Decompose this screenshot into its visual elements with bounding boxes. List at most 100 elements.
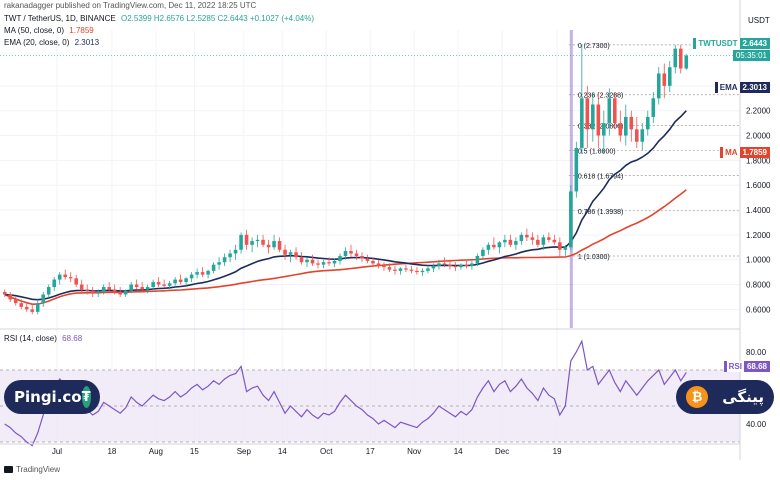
candle: [24, 301, 29, 312]
candle-body: [481, 249, 485, 256]
symbol-line: TWT / TetherUS, 1D, BINANCE: [4, 14, 116, 23]
pingi-watermark-left: Pingi.co ₮: [4, 380, 100, 414]
candle: [239, 232, 243, 254]
candle-body: [354, 253, 359, 256]
rsi-legend[interactable]: RSI (14, close) 68.68: [4, 334, 82, 343]
price-tick-label: 1.4000: [746, 206, 771, 215]
candle: [316, 259, 320, 269]
rsi-tick-label: 80.00: [746, 348, 767, 357]
time-tick-label: Sep: [237, 447, 252, 456]
tradingview-brand[interactable]: TradingView: [4, 465, 60, 474]
candle-body: [563, 247, 568, 250]
candle: [167, 280, 172, 290]
symbol-ohlc-line: TWT / TetherUS, 1D, BINANCE O2.5399 H2.6…: [4, 14, 314, 23]
candle: [574, 141, 579, 198]
rsi-tag: RSI 68.68: [723, 361, 770, 372]
candle-body: [261, 239, 265, 245]
candle: [57, 272, 62, 285]
fib-level-label: 0 (2.7300): [578, 43, 610, 50]
time-tick-label: Jul: [52, 447, 62, 456]
candle: [30, 304, 35, 315]
candle-body: [349, 251, 353, 254]
candle-body: [453, 265, 458, 268]
price-tick-label: 2.2000: [746, 107, 771, 116]
candle-body: [503, 239, 507, 243]
candle: [35, 299, 40, 315]
ma-legend[interactable]: MA (50, close, 0) 1.7859: [4, 26, 94, 35]
ema-legend[interactable]: EMA (20, close, 0) 2.3013: [4, 38, 99, 47]
candle-body: [656, 73, 661, 99]
candle: [184, 277, 188, 286]
candle: [635, 116, 639, 148]
currency-label: USDT: [748, 16, 770, 25]
candle-body: [310, 259, 315, 264]
candle-body: [492, 244, 496, 248]
candle: [525, 228, 529, 242]
candle-body: [211, 264, 216, 271]
candle: [305, 257, 309, 268]
candle: [360, 252, 364, 263]
candle: [585, 85, 590, 148]
candle-body: [13, 299, 18, 304]
candle-body: [327, 262, 331, 264]
candle: [46, 284, 51, 297]
candle: [607, 88, 612, 136]
candle: [673, 44, 678, 74]
candle-body: [618, 123, 623, 136]
ma-legend-value: 1.7859: [69, 26, 94, 35]
candle-body: [52, 279, 56, 288]
candle: [200, 267, 205, 278]
candle-body: [558, 242, 562, 250]
candle: [96, 289, 100, 297]
candle-body: [173, 279, 177, 284]
candle-body: [613, 98, 617, 124]
candle-body: [519, 234, 524, 242]
candle-body: [338, 255, 342, 261]
candle-body: [305, 259, 309, 263]
candle: [162, 279, 166, 289]
candle-body: [156, 282, 161, 285]
fib-highlight-bar: [569, 30, 573, 328]
candle: [233, 244, 238, 260]
candle: [332, 258, 337, 268]
candle: [277, 237, 282, 253]
candle: [338, 253, 342, 265]
candle: [13, 296, 18, 306]
candle: [74, 274, 78, 288]
candle-body: [107, 287, 111, 290]
pingi-watermark-right: ₿ پینگی: [676, 380, 774, 414]
candle: [134, 279, 139, 290]
time-tick-label: 17: [366, 447, 375, 456]
candle-body: [376, 263, 381, 266]
rsi-band: [0, 370, 740, 442]
price-tick-label: 1.8000: [746, 156, 771, 165]
time-tick-label: Aug: [149, 447, 163, 456]
fib-level-label: 0.236 (2.3288): [578, 93, 624, 100]
time-tick-label: 18: [107, 447, 116, 456]
candle: [569, 185, 573, 250]
candle-body: [541, 237, 546, 245]
candle-body: [569, 191, 573, 248]
candle-body: [68, 277, 73, 279]
price-tick-label: 2.0000: [746, 132, 771, 141]
candle-body: [239, 234, 243, 250]
candle: [52, 277, 56, 291]
candle: [481, 247, 485, 260]
candle: [2, 289, 7, 297]
ema-tag-label: EMA: [717, 82, 740, 93]
candle-body: [662, 73, 667, 86]
candle: [195, 268, 199, 279]
candle-body: [635, 129, 639, 142]
candle: [404, 264, 408, 273]
candle: [503, 234, 507, 248]
candle-body: [624, 116, 628, 136]
candle-body: [475, 255, 480, 264]
time-tick-label: Dec: [495, 447, 509, 456]
candle-body: [536, 239, 540, 245]
fib-level-label: 1 (1.0300): [578, 254, 610, 261]
candle-body: [431, 265, 436, 269]
candle-body: [393, 269, 397, 271]
candle-body: [409, 269, 414, 271]
ema-tag-value: 2.3013: [742, 83, 767, 92]
price-tag-symbol: TWTUSDT: [696, 38, 740, 49]
